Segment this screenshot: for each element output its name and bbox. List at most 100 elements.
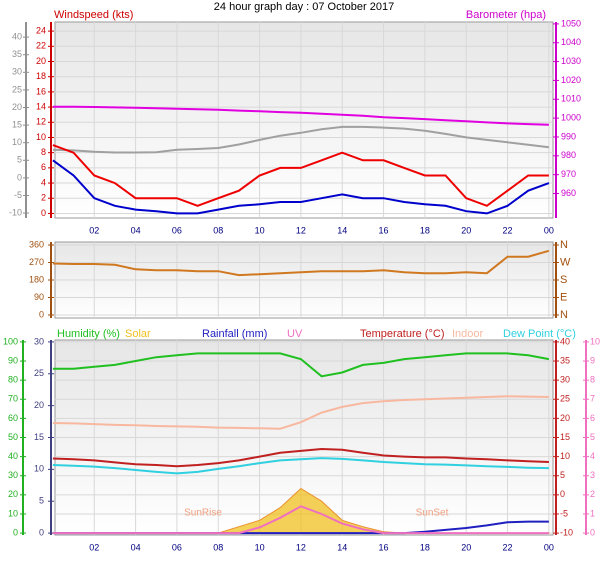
tick-label: N [560, 309, 568, 321]
tick-label: 90 [8, 355, 18, 365]
tick-label: 5 [590, 432, 595, 442]
tick-label: 25 [560, 394, 570, 404]
tick-label: 35 [560, 355, 570, 365]
tick-label: 25 [34, 368, 44, 378]
tick-label: 22 [36, 41, 46, 51]
tick-label: 3 [590, 470, 595, 480]
x-tick-label: 04 [131, 225, 141, 235]
tick-label: 40 [560, 336, 570, 346]
line [52, 352, 550, 378]
tick-label: 990 [561, 131, 576, 141]
tick-label: 30 [12, 67, 22, 77]
tick-label: 0 [17, 172, 22, 182]
x-tick-label: 02 [89, 225, 99, 235]
tick-label: 1040 [561, 37, 581, 47]
x-tick-label: 00 [544, 542, 554, 552]
tick-label: 1 [590, 508, 595, 518]
legend-entry: Dew Point (°C) [503, 328, 576, 340]
tick-label: 15 [12, 119, 22, 129]
tick-label: 12 [36, 117, 46, 127]
line [52, 105, 549, 126]
tick-label: 8 [590, 375, 595, 385]
chart-title: 24 hour graph day : 07 October 2017 [214, 1, 394, 13]
tick-label: 15 [560, 432, 570, 442]
y-axis-label: Windspeed (kts) [54, 9, 133, 21]
line [52, 395, 549, 430]
line [52, 144, 549, 207]
tick-label: 10 [36, 132, 46, 142]
tick-label: 970 [561, 169, 576, 179]
tick-label: 980 [561, 150, 576, 160]
tick-label: 0 [39, 527, 44, 537]
legend-entry: Temperature (°C) [360, 328, 444, 340]
tick-label: 20 [36, 56, 46, 66]
tick-label: 4 [590, 451, 595, 461]
tick-label: 16 [36, 86, 46, 96]
tick-label: 7 [590, 394, 595, 404]
legend-entry: Solar [125, 328, 151, 340]
legend-entry: Humidity (%) [57, 328, 120, 340]
tick-label: 6 [41, 162, 46, 172]
tick-label: 9 [590, 355, 595, 365]
tick-label: 20 [8, 489, 18, 499]
tick-label: 960 [561, 188, 576, 198]
annotation: SunSet [416, 508, 449, 519]
x-tick-label: 04 [131, 542, 141, 552]
tick-label: 2 [41, 193, 46, 203]
x-tick-label: 22 [503, 225, 513, 235]
tick-label: 100 [3, 336, 18, 346]
tick-label: 30 [34, 336, 44, 346]
x-tick-label: 08 [213, 225, 223, 235]
tick-label: 0 [39, 309, 44, 319]
x-tick-label: 10 [255, 542, 265, 552]
tick-label: 14 [36, 101, 46, 111]
x-tick-label: 08 [213, 542, 223, 552]
tick-label: -10 [560, 527, 573, 537]
tick-label: 24 [36, 25, 46, 35]
tick-label: 35 [12, 49, 22, 59]
x-tick-label: 14 [337, 225, 347, 235]
tick-label: 25 [12, 84, 22, 94]
tick-label: 1020 [561, 75, 581, 85]
tick-label: 80 [8, 375, 18, 385]
x-tick-label: 06 [172, 225, 182, 235]
tick-label: -5 [560, 508, 568, 518]
tick-label: 15 [34, 432, 44, 442]
line [52, 447, 549, 468]
tick-label: 90 [34, 292, 44, 302]
tick-label: 60 [8, 413, 18, 423]
tick-label: 360 [29, 239, 44, 249]
tick-label: W [560, 256, 571, 268]
tick-label: 20 [12, 102, 22, 112]
tick-label: 10 [560, 451, 570, 461]
x-tick-label: 06 [172, 542, 182, 552]
tick-label: 1050 [561, 18, 581, 28]
tick-label: 10 [34, 464, 44, 474]
x-tick-label: 18 [420, 225, 430, 235]
legend-entry: UV [287, 328, 303, 340]
line [52, 249, 550, 277]
x-tick-label: 02 [89, 542, 99, 552]
tick-label: 4 [41, 177, 46, 187]
tick-label: 30 [8, 470, 18, 480]
line [52, 505, 549, 535]
x-tick-label: 16 [379, 225, 389, 235]
tick-label: 40 [8, 451, 18, 461]
x-tick-label: 12 [296, 225, 306, 235]
tick-label: 1000 [561, 112, 581, 122]
tick-label: 5 [17, 155, 22, 165]
tick-label: 180 [29, 274, 44, 284]
tick-label: 270 [29, 257, 44, 267]
line [52, 125, 550, 154]
tick-label: 10 [12, 137, 22, 147]
tick-label: 70 [8, 394, 18, 404]
tick-label: 2 [590, 489, 595, 499]
tick-label: 0 [560, 489, 565, 499]
line [52, 457, 549, 475]
tick-label: 10 [8, 508, 18, 518]
tick-label: E [560, 291, 567, 303]
x-tick-label: 10 [255, 225, 265, 235]
tick-label: 0 [590, 527, 595, 537]
tick-label: 8 [41, 147, 46, 157]
